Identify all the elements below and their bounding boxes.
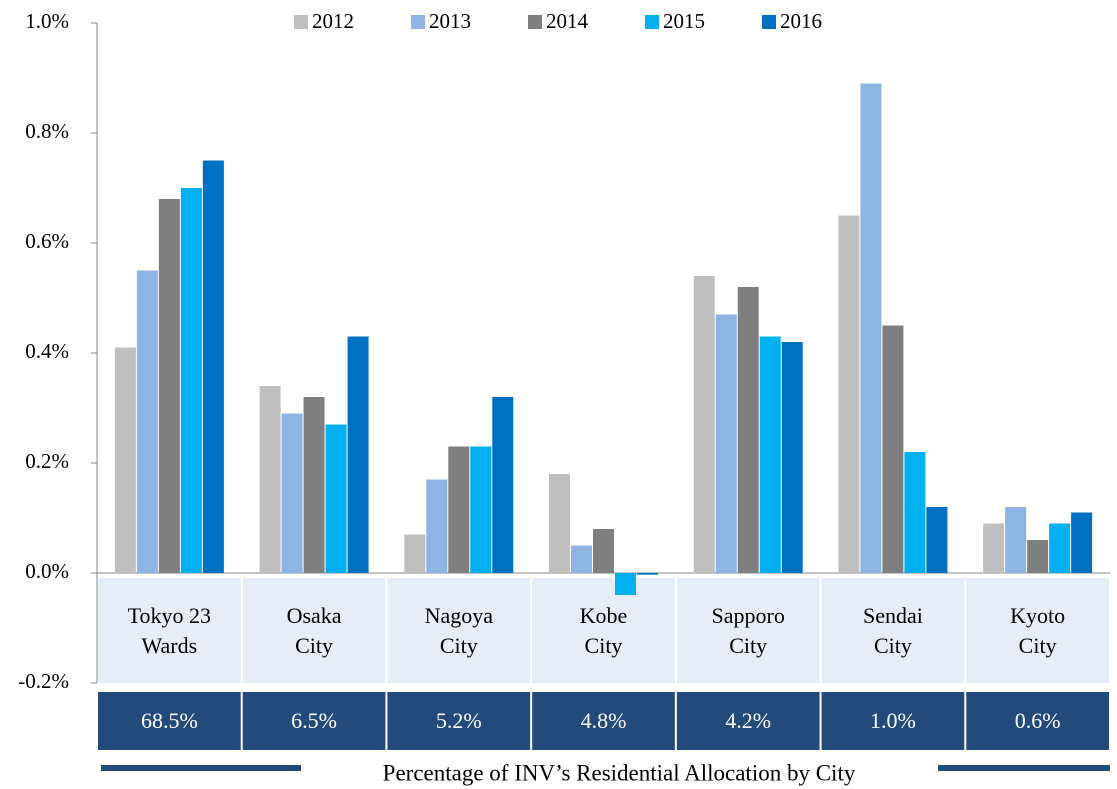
bar (781, 342, 803, 573)
bar (114, 347, 136, 573)
bar (715, 314, 737, 573)
table-cell-bg (98, 578, 241, 683)
bar (426, 479, 448, 573)
table-cell-bg (387, 578, 531, 683)
caption: Percentage of INV’s Residential Allocati… (383, 760, 856, 785)
bar (904, 452, 926, 573)
bar (571, 545, 592, 573)
y-tick-label: 1.0% (25, 9, 69, 33)
category-label: Sendai City (862, 602, 923, 658)
table-cell-bg (242, 578, 386, 683)
caption-rule (101, 765, 301, 771)
y-tick-label: 0.4% (25, 339, 69, 363)
allocation-cell-bg (242, 692, 386, 750)
table-cell-bg (966, 578, 1109, 683)
legend-swatch (528, 15, 542, 29)
allocation-label: 4.8% (580, 708, 627, 733)
bar (136, 270, 158, 573)
legend-label: 2016 (780, 9, 822, 33)
allocation-label: 4.2% (725, 708, 772, 733)
legend-label: 2014 (546, 9, 589, 33)
legend-swatch (411, 15, 425, 29)
caption-rule (938, 765, 1110, 771)
bar (470, 446, 492, 573)
bar (158, 199, 180, 573)
bar (983, 523, 1005, 573)
bar (693, 276, 715, 573)
bar (303, 397, 325, 573)
bar (615, 573, 636, 595)
bar (325, 424, 347, 573)
allocation-cell-bg (821, 692, 965, 750)
table-cell-bg (821, 578, 965, 683)
allocation-label: 68.5% (140, 708, 198, 733)
y-tick-label: 0.8% (25, 119, 69, 143)
bar (882, 325, 904, 573)
legend-label: 2013 (429, 9, 471, 33)
bar (838, 215, 860, 573)
bar (759, 336, 781, 573)
legend-swatch (645, 15, 659, 29)
bar (1049, 523, 1071, 573)
allocation-cell-bg (532, 692, 675, 750)
legend-label: 2015 (663, 9, 705, 33)
y-tick-label: -0.2% (18, 669, 69, 693)
category-label: Kyoto City (1010, 602, 1066, 658)
table-cell-bg (676, 578, 820, 683)
allocation-cell-bg (387, 692, 531, 750)
bar (1071, 512, 1093, 573)
legend-swatch (762, 15, 776, 29)
bar (492, 397, 514, 573)
legend-swatch (294, 15, 308, 29)
bar (448, 446, 470, 573)
bar (637, 573, 658, 575)
bar (593, 529, 614, 573)
allocation-label: 1.0% (870, 708, 916, 733)
bar (404, 534, 426, 573)
legend-label: 2012 (312, 9, 354, 33)
category-label: Kobe City (579, 602, 628, 658)
category-label: Osaka City (286, 602, 342, 658)
bar (549, 474, 570, 573)
bar (926, 507, 948, 573)
category-label: Sapporo City (711, 602, 785, 658)
y-tick-label: 0.6% (25, 229, 69, 253)
bar (1005, 507, 1027, 573)
allocation-label: 6.5% (291, 708, 337, 733)
bar (281, 413, 303, 573)
bar (202, 160, 224, 573)
table-cell-bg (532, 578, 675, 683)
category-label: Nagoya City (424, 602, 493, 658)
y-tick-label: 0.2% (25, 449, 69, 473)
allocation-label: 0.6% (1014, 708, 1061, 733)
allocation-cell-bg (98, 692, 241, 750)
bar (180, 188, 202, 573)
allocation-label: 5.2% (435, 708, 482, 733)
category-label: Tokyo 23 Wards (127, 602, 212, 658)
allocation-cell-bg (676, 692, 820, 750)
bar (259, 386, 281, 573)
bar (860, 83, 882, 573)
y-tick-label: 0.0% (25, 559, 69, 583)
allocation-cell-bg (966, 692, 1109, 750)
bar (1027, 540, 1049, 573)
bar (347, 336, 369, 573)
bar (737, 287, 759, 573)
